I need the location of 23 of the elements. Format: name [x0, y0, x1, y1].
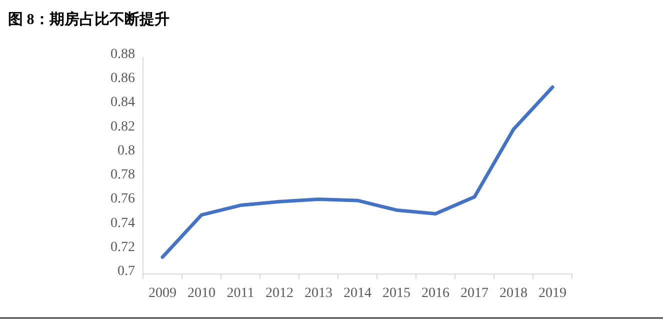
y-tick-label: 0.84	[110, 95, 135, 110]
x-tick-label: 2019	[538, 286, 566, 301]
y-tick-label: 0.82	[110, 119, 135, 134]
x-tick-label: 2014	[344, 286, 372, 301]
x-tick-label: 2015	[382, 286, 410, 301]
y-tick-label: 0.7	[118, 264, 135, 279]
y-tick-label: 0.78	[110, 168, 135, 183]
x-tick-label: 2018	[500, 286, 528, 301]
y-tick-label: 0.88	[110, 47, 135, 62]
chart-title: 图 8：期房占比不断提升	[8, 10, 170, 28]
line-series	[160, 85, 554, 259]
x-tick-label: 2016	[422, 286, 450, 301]
x-tick-label: 2011	[226, 286, 254, 301]
y-tick-label: 0.72	[110, 240, 135, 255]
x-tick-label: 2012	[266, 286, 294, 301]
x-tick-label: 2010	[188, 286, 216, 301]
x-tick-label: 2009	[148, 286, 176, 301]
y-tick-label: 0.76	[110, 192, 135, 207]
y-tick-label: 0.86	[110, 71, 135, 86]
x-tick-label: 2013	[304, 286, 332, 301]
x-tick-label: 2017	[460, 286, 488, 301]
y-tick-label: 0.74	[110, 216, 135, 231]
y-tick-label: 0.8	[118, 143, 135, 158]
